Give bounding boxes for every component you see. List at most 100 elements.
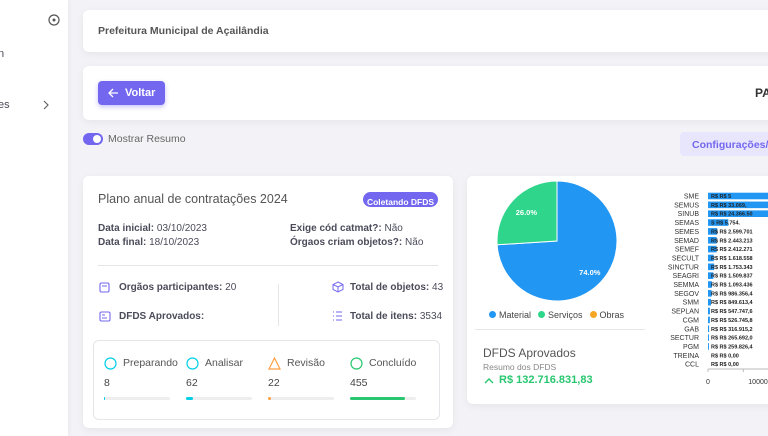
- header-card: Prefeitura Municipal de Açailândia: [83, 10, 768, 52]
- bar: [708, 219, 729, 226]
- pie-label: 74.0%: [579, 268, 601, 277]
- legend-label: Obras: [599, 310, 625, 320]
- legend-swatch: [589, 311, 597, 318]
- bar: [708, 316, 710, 324]
- pie-slice: [496, 180, 558, 246]
- value-label: R$ R$ 2.599.701: [711, 229, 753, 235]
- y-tick-label: SINUB: [678, 211, 700, 218]
- status-name: Revisão: [287, 357, 325, 369]
- plot-area: R$ R$ 5 R$ R$ 33.069, R$ R$ 24.366.50 S R$ …: [708, 192, 768, 368]
- stat-value: 43: [432, 282, 444, 293]
- legend-item: Material: [489, 310, 531, 320]
- field: Data inicial: 03/10/2023: [98, 223, 207, 234]
- plan-title: Plano anual de contratações 2024: [98, 192, 288, 206]
- status-count: 22: [268, 377, 280, 389]
- stat-label: DFDS Aprovados:: [119, 311, 205, 322]
- status-count: 455: [350, 377, 368, 389]
- toggle-knob: [93, 135, 101, 143]
- chart-card: 74.0% 26.0% Material Serviços Obras DFDS Ap…: [467, 176, 768, 404]
- value-label: R$ R$ 1.618.558: [711, 256, 753, 262]
- y-tick-label: CGM: [683, 317, 700, 324]
- pie-label: 26.0%: [516, 208, 538, 217]
- icon-shape: [268, 357, 281, 370]
- field-label: Exige cód catmat?:: [290, 223, 382, 234]
- status-track: [186, 397, 252, 400]
- y-tick-label: TREINA: [673, 353, 699, 360]
- legend-swatch: [489, 311, 496, 318]
- bar: [708, 290, 712, 297]
- bar: [708, 343, 709, 350]
- approved-title: DFDS Aprovados: [483, 346, 576, 360]
- legend-label: Material: [499, 310, 532, 320]
- bar: [708, 236, 717, 244]
- stat-icon: [333, 311, 342, 321]
- value-label: R$ R$ 547.747,6: [711, 309, 753, 315]
- divider: [475, 329, 645, 330]
- value-label: R$ R$ 849.613,4: [711, 300, 754, 306]
- stat-label: Total de objetos:: [350, 282, 430, 293]
- bar-chart: R$ R$ 5 R$ R$ 33.069, R$ R$ 24.366.50 S R$ …: [668, 192, 768, 386]
- y-tick-label: SEMEF: [675, 247, 699, 254]
- bar: [708, 192, 768, 200]
- plan-badge-label: Coletando DFDS: [366, 197, 435, 207]
- sidebar-item[interactable]: es: [0, 99, 10, 111]
- approved-subtitle: Resumo dos DFDS: [483, 362, 557, 372]
- status-icon: [350, 357, 363, 370]
- stat: DFDS Aprovados:: [119, 311, 204, 322]
- stat: Orgãos participantes: 20: [119, 282, 236, 293]
- y-tick-label: PGM: [683, 344, 699, 351]
- back-button[interactable]: Voltar: [98, 81, 165, 105]
- chevron-icon: [43, 100, 49, 110]
- toolbar-heading: PA: [755, 86, 768, 100]
- status-progress: [268, 397, 271, 400]
- field: Exige cód catmat?: Não: [290, 223, 403, 234]
- pie-legend: Material Serviços Obras: [489, 310, 639, 320]
- status-track: [104, 397, 170, 400]
- status-name: Analisar: [205, 357, 243, 369]
- status-count: 8: [104, 377, 110, 389]
- stat-value: 20: [225, 282, 237, 293]
- value-label: R$ R$ 24.366.50: [711, 212, 753, 218]
- status-icon: [268, 357, 281, 370]
- config-button-label: Configurações/R: [692, 139, 768, 151]
- pie-chart: 74.0% 26.0%: [496, 180, 618, 302]
- icon-shape: [186, 357, 199, 370]
- status-track: [268, 397, 334, 400]
- value-label: R$ R$ 526.745,8: [711, 318, 753, 324]
- approved-amount: R$ 132.716.831,83: [499, 374, 593, 386]
- value-label: R$ R$ 259.826,4: [711, 344, 754, 350]
- summary-toggle[interactable]: [83, 133, 103, 145]
- status-progress: [186, 397, 194, 400]
- value-label: R$ R$ 1.093.436: [711, 283, 753, 289]
- y-tick-label: SINCTUR: [668, 264, 699, 271]
- config-button[interactable]: Configurações/R: [680, 132, 768, 156]
- value-label: R$ R$ 986.356,4: [711, 291, 754, 297]
- sidebar: n es: [0, 0, 68, 436]
- legend-item: Serviços: [538, 310, 583, 320]
- plan-card: Plano anual de contratações 2024 Coletan…: [83, 176, 453, 428]
- y-tick-label: CCL: [685, 362, 699, 369]
- y-tick-label: SEPLAN: [671, 309, 699, 316]
- y-tick-label: SECULT: [672, 255, 700, 262]
- field: Órgaos criam objetos?: Não: [290, 237, 423, 248]
- bar: [708, 263, 715, 271]
- bar: [708, 272, 714, 279]
- sidebar-item[interactable]: n: [0, 48, 5, 60]
- value-label: R$ R$ 265.692,0: [711, 336, 753, 342]
- field-label: Data final:: [98, 237, 147, 248]
- y-tick-label: SEMES: [674, 229, 699, 236]
- status-name: Concluído: [369, 357, 417, 369]
- stat-label: Orgãos participantes:: [119, 282, 223, 293]
- x-tick-label: 0: [706, 379, 710, 386]
- status-name: Preparando: [123, 357, 178, 369]
- stat: Total de objetos: 43: [350, 282, 443, 293]
- legend-item: Obras: [589, 310, 625, 320]
- y-tick-label: SEMMA: [673, 282, 699, 289]
- sidebar-toggle-icon[interactable]: [48, 14, 60, 26]
- field-value: Não: [405, 237, 424, 248]
- status-count: 62: [186, 377, 198, 389]
- value-label: R$ R$ 0,00: [711, 362, 739, 368]
- value-label: R$ R$ 5: [711, 194, 731, 200]
- status-icon: [186, 357, 199, 370]
- y-tick-label: SEMAS: [674, 220, 699, 227]
